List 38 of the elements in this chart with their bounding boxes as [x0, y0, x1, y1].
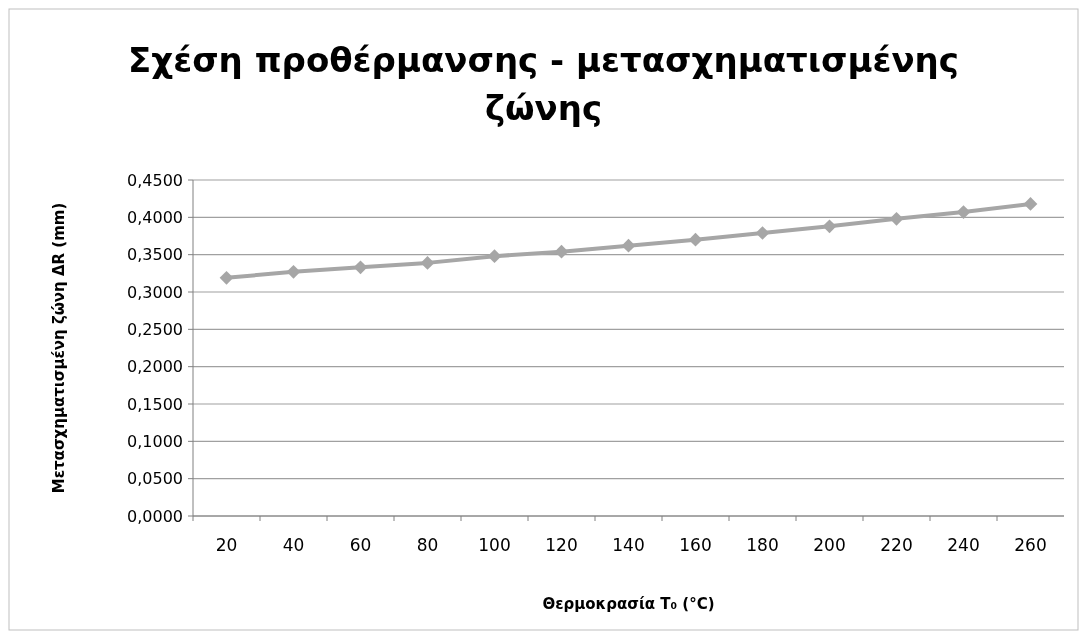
y-tick-label: 0,1000	[127, 431, 183, 451]
x-tick-label: 260	[1014, 535, 1047, 555]
y-tick-label: 0,2000	[127, 357, 183, 377]
y-tick-label: 0,0000	[127, 506, 183, 526]
x-tick-label: 240	[947, 535, 980, 555]
x-tick-label: 40	[282, 535, 305, 555]
x-axis-title: Θερμοκρασία T₀ (°C)	[542, 595, 715, 613]
point	[822, 219, 837, 234]
x-tick-label: 180	[746, 535, 779, 555]
y-tick-label: 0,4000	[127, 207, 183, 227]
point	[353, 260, 368, 275]
x-tick-label: 140	[612, 535, 645, 555]
chart-title: Σχέση προθέρμανσης - μετασχηματισμένης ζώνης	[128, 40, 959, 128]
x-tick-label: 20	[215, 535, 238, 555]
point	[956, 205, 971, 219]
point	[621, 238, 636, 253]
point	[889, 211, 904, 226]
x-tick-label: 80	[416, 535, 439, 555]
x-tick-label: 220	[880, 535, 913, 555]
point	[420, 256, 435, 270]
x-tick-label: 160	[679, 535, 712, 555]
y-axis-title: Μετασχηματισμένη ζώνη ΔR (mm)	[50, 202, 68, 494]
y-tick-label: 0,1500	[127, 394, 183, 414]
point	[688, 232, 703, 247]
y-tick-label: 0,3000	[127, 282, 183, 302]
point	[755, 226, 770, 240]
y-tick-label: 0,0500	[127, 469, 183, 489]
y-tick-label: 0,2500	[127, 319, 183, 339]
point	[554, 244, 569, 259]
x-tick-label: 120	[545, 535, 578, 555]
point	[219, 270, 234, 285]
point	[286, 264, 301, 279]
x-tick-label: 60	[349, 535, 372, 555]
point	[1023, 197, 1038, 211]
x-tick-label: 100	[478, 535, 511, 555]
x-tick-label: 200	[813, 535, 846, 555]
y-tick-label: 0,4500	[127, 170, 183, 190]
y-tick-label: 0,3500	[127, 245, 183, 265]
